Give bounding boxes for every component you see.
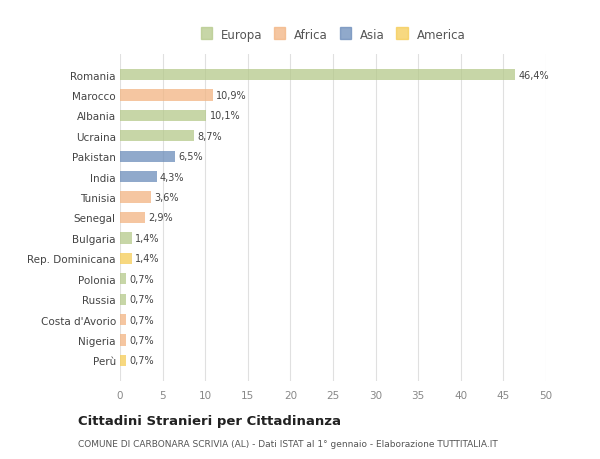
Text: 0,7%: 0,7%	[130, 295, 154, 304]
Text: 46,4%: 46,4%	[519, 71, 550, 80]
Text: 10,1%: 10,1%	[209, 111, 240, 121]
Text: 3,6%: 3,6%	[154, 193, 179, 203]
Bar	[120, 151, 175, 162]
Text: 0,7%: 0,7%	[130, 356, 154, 365]
Text: 0,7%: 0,7%	[130, 315, 154, 325]
Bar	[120, 294, 126, 305]
Bar	[120, 274, 126, 285]
Text: 8,7%: 8,7%	[197, 132, 222, 141]
Text: 1,4%: 1,4%	[136, 233, 160, 243]
Text: 6,5%: 6,5%	[179, 152, 203, 162]
Bar	[120, 335, 126, 346]
Bar	[120, 253, 132, 264]
Text: 0,7%: 0,7%	[130, 274, 154, 284]
Bar	[120, 90, 213, 101]
Text: 0,7%: 0,7%	[130, 335, 154, 345]
Text: 4,3%: 4,3%	[160, 172, 185, 182]
Bar	[120, 111, 206, 122]
Bar	[120, 213, 145, 224]
Text: 1,4%: 1,4%	[136, 254, 160, 264]
Bar	[120, 172, 157, 183]
Text: 10,9%: 10,9%	[216, 91, 247, 101]
Bar	[120, 233, 132, 244]
Bar	[120, 70, 515, 81]
Legend: Europa, Africa, Asia, America: Europa, Africa, Asia, America	[197, 25, 469, 45]
Bar	[120, 355, 126, 366]
Bar	[120, 314, 126, 325]
Bar	[120, 192, 151, 203]
Bar	[120, 131, 194, 142]
Text: COMUNE DI CARBONARA SCRIVIA (AL) - Dati ISTAT al 1° gennaio - Elaborazione TUTTI: COMUNE DI CARBONARA SCRIVIA (AL) - Dati …	[78, 439, 498, 448]
Text: Cittadini Stranieri per Cittadinanza: Cittadini Stranieri per Cittadinanza	[78, 414, 341, 428]
Text: 2,9%: 2,9%	[148, 213, 173, 223]
